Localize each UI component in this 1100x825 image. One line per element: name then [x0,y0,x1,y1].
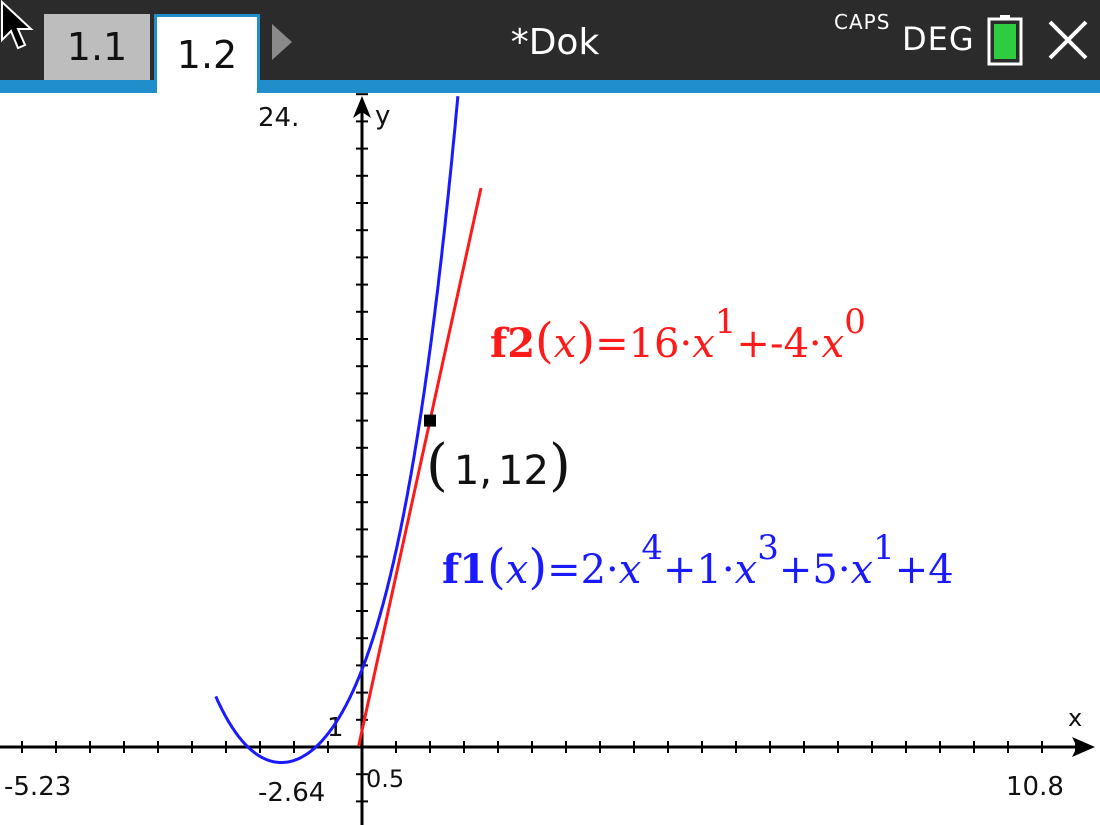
y-axis-ticks [356,93,368,803]
x-axis-ticks [21,741,1077,753]
caps-indicator: CAPS [834,10,891,34]
f2-term: x [822,321,845,367]
title-bar-accent [0,80,1100,93]
f1-term: x [735,547,758,593]
close-icon[interactable] [1046,18,1090,62]
f1-name: f1 [442,546,487,593]
f1-definition[interactable]: f1(x)=2·x4+1·x3+5·x1+4 [442,528,954,595]
point-coordinates-label: (1, 12) [426,433,571,498]
angle-mode-indicator: DEG [902,20,975,58]
graph-canvas[interactable]: x y 24. 1 -5.23 -2.64 0.5 10.8 f2(x)=16·… [0,93,1100,825]
point-sep: , [479,448,492,494]
f2-term: =16· [595,321,692,367]
tab-scroll-right-icon[interactable] [272,24,292,60]
point-y: 12 [498,448,549,494]
ymax-label: 24. [258,103,299,133]
f2-exponent: 1 [715,302,737,342]
xmin-label: -5.23 [4,772,71,802]
y-axis-label: y [375,101,390,131]
f1-exponent: 4 [641,528,663,568]
f2-term: x [692,321,715,367]
x-mark-label: -2.64 [258,778,325,808]
x-axis [0,737,1095,757]
y-tick-label: 1 [327,713,344,743]
f1-exponent: 1 [873,528,895,568]
mouse-pointer-icon [0,0,34,50]
f1-term: x [619,547,642,593]
y-axis [353,96,371,825]
point-x: 1 [454,448,479,494]
tab-page-1-1[interactable]: 1.1 [44,14,150,80]
f2-paren-open: ( [535,313,554,369]
f2-term: +-4· [736,321,821,367]
f1-term: x [851,547,874,593]
point-paren-open: ( [426,433,448,498]
intersection-point[interactable] [424,414,436,427]
x-mark2-label: 0.5 [366,765,404,793]
point-paren-close: ) [549,433,571,498]
battery-icon [987,15,1023,66]
tab-page-1-2[interactable]: 1.2 [154,14,260,93]
f1-curve[interactable] [214,96,460,764]
f1-exponent: 3 [757,528,779,568]
f2-paren-close: ) [576,313,595,369]
x-axis-label: x [1068,704,1082,732]
f1-var: x [506,547,529,593]
f1-term: =2· [547,547,619,593]
document-title: *Dok [510,21,600,63]
f2-definition[interactable]: f2(x)=16·x1+-4·x0 [490,302,866,369]
xmax-label: 10.8 [1006,772,1064,802]
f2-var: x [554,321,577,367]
f1-paren-close: ) [528,539,547,595]
f2-line[interactable] [357,187,483,747]
f2-exponent: 0 [844,302,866,342]
f2-name: f2 [490,320,535,367]
f1-term: +1· [663,547,735,593]
f1-term: +4 [895,547,954,593]
f1-term: +5· [779,547,851,593]
f1-paren-open: ( [487,539,506,595]
